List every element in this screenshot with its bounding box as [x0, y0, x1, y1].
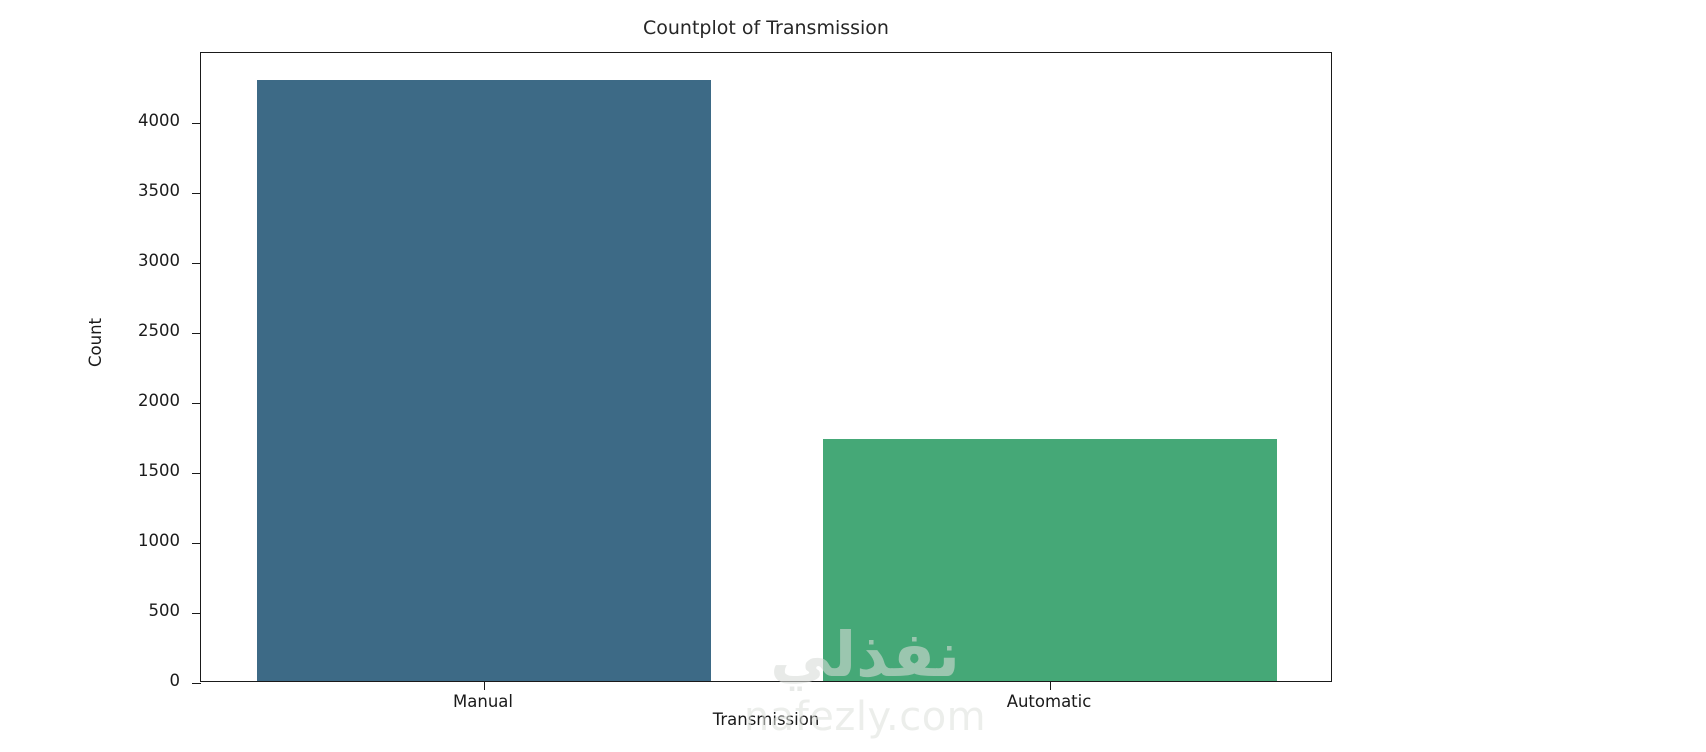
y-tick-label: 0 — [169, 671, 181, 690]
y-tick-mark — [192, 333, 201, 334]
y-tick-label: 1000 — [138, 531, 180, 550]
y-tick-label: 1500 — [138, 461, 180, 480]
bar-manual — [257, 80, 711, 681]
y-tick-mark — [192, 263, 201, 264]
y-tick-label: 3000 — [138, 251, 180, 270]
x-tick-label: Automatic — [1006, 692, 1092, 711]
y-tick-mark — [192, 123, 201, 124]
plot-area — [192, 52, 1332, 690]
y-tick-mark — [192, 193, 201, 194]
y-tick-label: 2500 — [138, 321, 180, 340]
y-tick-label: 3500 — [138, 181, 180, 200]
x-axis-label: Transmission — [712, 710, 820, 729]
y-tick-mark — [192, 403, 201, 404]
x-tick-label: Manual — [453, 692, 513, 711]
y-tick-mark — [192, 613, 201, 614]
y-tick-mark — [192, 683, 201, 684]
chart-title: Countplot of Transmission — [643, 17, 889, 39]
y-axis-label: Count — [86, 317, 105, 367]
y-tick-label: 4000 — [138, 111, 180, 130]
y-tick-mark — [192, 543, 201, 544]
bar-automatic — [823, 438, 1277, 681]
x-tick-mark — [484, 681, 485, 690]
y-tick-label: 500 — [148, 601, 181, 620]
y-tick-label: 2000 — [138, 391, 180, 410]
x-tick-mark — [1050, 681, 1051, 690]
y-tick-mark — [192, 473, 201, 474]
